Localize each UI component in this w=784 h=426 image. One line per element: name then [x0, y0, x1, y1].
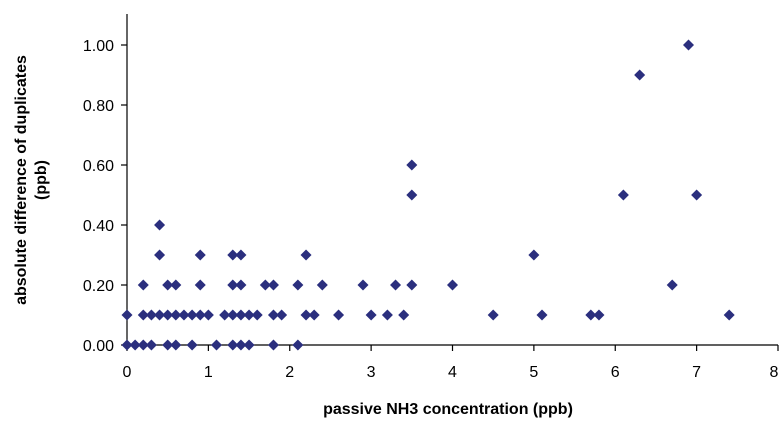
- y-axis-title-line-2: (ppb): [33, 160, 50, 200]
- data-point: [528, 249, 540, 261]
- data-point: [390, 279, 402, 291]
- data-point: [617, 189, 629, 201]
- data-point: [194, 309, 206, 321]
- data-point: [259, 279, 271, 291]
- data-point: [585, 309, 597, 321]
- data-point: [186, 309, 198, 321]
- data-point: [211, 339, 223, 351]
- data-point: [170, 339, 182, 351]
- x-axis-ticks: 0 1 2 3 4 5 6 7 8: [123, 345, 779, 381]
- data-point: [227, 339, 239, 351]
- data-point: [243, 309, 255, 321]
- data-point: [300, 249, 312, 261]
- x-axis-title: passive NH3 concentration (ppb): [323, 401, 573, 418]
- data-point: [235, 339, 247, 351]
- data-point: [145, 309, 157, 321]
- data-point: [137, 279, 149, 291]
- y-tick-label: 0.60: [83, 158, 114, 175]
- data-point: [357, 279, 369, 291]
- data-point: [406, 159, 418, 171]
- data-point: [121, 339, 133, 351]
- data-point: [398, 309, 410, 321]
- data-point: [129, 339, 141, 351]
- y-tick-label: 0.00: [83, 338, 114, 355]
- data-point: [682, 39, 694, 51]
- data-point: [202, 309, 214, 321]
- data-point: [137, 339, 149, 351]
- data-point: [227, 249, 239, 261]
- x-tick-label: 5: [529, 364, 538, 381]
- data-point: [691, 189, 703, 201]
- data-point: [292, 339, 304, 351]
- data-point: [267, 309, 279, 321]
- data-point: [634, 69, 646, 81]
- data-point: [593, 309, 605, 321]
- data-point: [162, 279, 174, 291]
- data-point: [170, 279, 182, 291]
- data-point: [447, 279, 458, 291]
- data-point: [723, 309, 735, 321]
- x-tick-label: 1: [204, 364, 213, 381]
- data-point: [333, 309, 345, 321]
- x-tick-label: 8: [770, 364, 779, 381]
- data-point: [487, 309, 499, 321]
- data-point: [162, 339, 174, 351]
- data-point: [145, 339, 157, 351]
- data-point: [276, 309, 288, 321]
- data-point: [316, 279, 328, 291]
- data-point: [406, 279, 418, 291]
- data-point: [194, 249, 206, 261]
- data-point: [235, 249, 247, 261]
- data-point: [300, 309, 312, 321]
- data-point: [154, 309, 166, 321]
- data-point: [536, 309, 548, 321]
- data-point: [194, 279, 206, 291]
- axes: 0.00 0.20 0.40 0.60 0.80 1.00 0 1 2 3 4 5 6 7 8: [83, 14, 779, 381]
- data-point: [227, 309, 239, 321]
- data-point: [227, 279, 239, 291]
- data-point: [406, 189, 418, 201]
- x-tick-label: 4: [448, 364, 457, 381]
- data-point: [267, 279, 279, 291]
- data-point: [137, 309, 149, 321]
- x-tick-label: 6: [611, 364, 620, 381]
- data-point: [235, 279, 247, 291]
- data-point: [235, 309, 247, 321]
- data-point: [186, 339, 198, 351]
- data-point: [365, 309, 377, 321]
- y-tick-label: 1.00: [83, 38, 114, 55]
- data-point: [292, 279, 304, 291]
- data-points: [121, 39, 735, 351]
- data-point: [308, 309, 320, 321]
- x-tick-label: 0: [123, 364, 132, 381]
- data-point: [243, 339, 255, 351]
- data-point: [381, 309, 393, 321]
- data-point: [162, 309, 174, 321]
- y-tick-label: 0.40: [83, 218, 114, 235]
- data-point: [170, 309, 182, 321]
- y-tick-label: 0.20: [83, 278, 114, 295]
- data-point: [666, 279, 678, 291]
- y-axis-ticks: 0.00 0.20 0.40 0.60 0.80 1.00: [83, 38, 127, 355]
- y-axis-title-line-1: absolute difference of duplicates: [13, 55, 30, 305]
- data-point: [178, 309, 190, 321]
- x-tick-label: 2: [285, 364, 294, 381]
- data-point: [154, 249, 166, 261]
- data-point: [154, 219, 166, 231]
- y-tick-label: 0.80: [83, 98, 114, 115]
- data-point: [219, 309, 231, 321]
- x-tick-label: 3: [367, 364, 376, 381]
- x-tick-label: 7: [692, 364, 701, 381]
- data-point: [251, 309, 263, 321]
- data-point: [267, 339, 279, 351]
- data-point: [121, 309, 133, 321]
